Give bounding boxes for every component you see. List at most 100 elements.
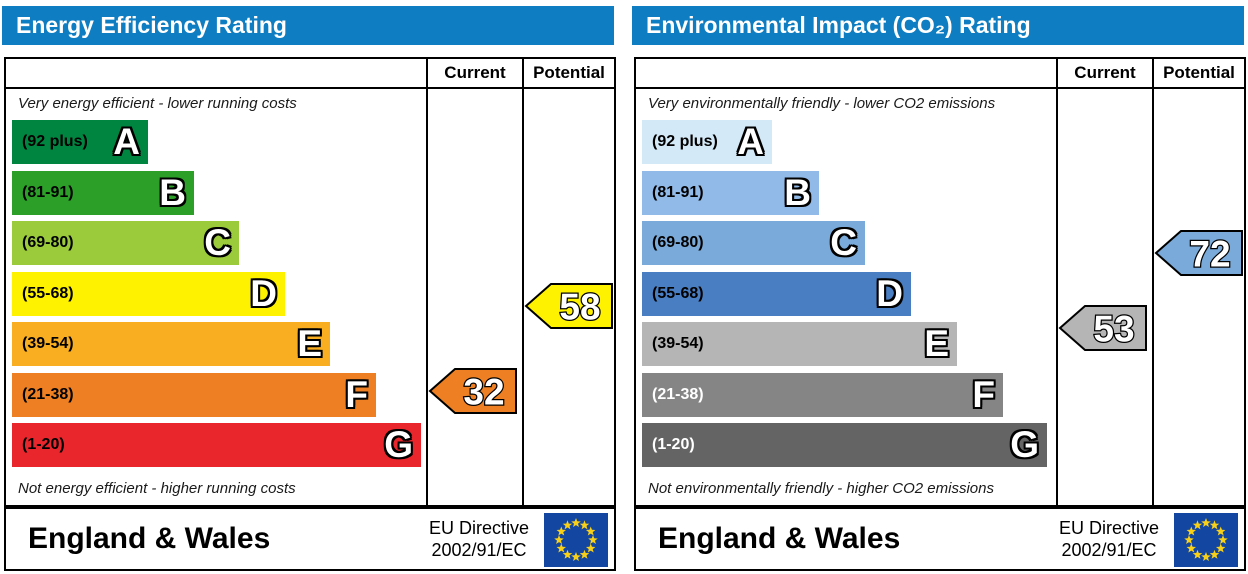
band-range-label: (92 plus): [652, 133, 718, 150]
bottom-note: Not energy efficient - higher running co…: [18, 480, 296, 497]
eu-flag-star: [1192, 549, 1203, 559]
potential-rating-arrow: 58: [524, 283, 613, 329]
band-range-label: (92 plus): [22, 133, 88, 150]
band-letter: D: [250, 273, 277, 314]
current-column-header: Current: [444, 63, 506, 82]
rating-band-b: (81-91) B: [642, 171, 819, 215]
top-note: Very environmentally friendly - lower CO…: [648, 95, 996, 112]
current-column-divider: [426, 59, 428, 505]
panel-title: Environmental Impact (CO₂) Rating: [632, 6, 1244, 45]
rating-band-e: (39-54) E: [12, 322, 330, 366]
band-range-label: (81-91): [22, 184, 74, 201]
eu-flag-star: [579, 549, 590, 559]
rating-band-b: (81-91) B: [12, 171, 194, 215]
band-range-label: (69-80): [652, 234, 704, 251]
band-letter: G: [1010, 424, 1039, 465]
eu-flag-star: [1215, 543, 1226, 553]
band-letter: G: [384, 424, 413, 465]
potential-arrow-shape: [1154, 230, 1243, 276]
rating-band-g: (1-20) G: [12, 423, 421, 467]
column-header-row: Current Potential: [636, 59, 1244, 89]
band-letter: F: [345, 374, 368, 415]
band-range-label: (1-20): [22, 436, 65, 453]
current-rating-value: 32: [463, 372, 504, 413]
band-range-label: (39-54): [22, 335, 74, 352]
eu-flag-star: [1192, 520, 1203, 530]
current-arrow-shape: [1058, 305, 1147, 351]
band-range-label: (21-38): [22, 386, 74, 403]
current-column-header: Current: [1074, 63, 1136, 82]
current-rating-arrow: 53: [1058, 305, 1147, 351]
eu-flag-star: [1186, 526, 1197, 536]
eu-flag-star: [554, 535, 564, 545]
eu-flag-star: [1209, 549, 1220, 559]
eu-flag-star: [556, 526, 567, 536]
band-letter: D: [876, 273, 903, 314]
potential-rating-value: 72: [1189, 234, 1230, 275]
eu-directive-line1: EU Directive: [428, 518, 530, 538]
eu-flag-star: [1201, 518, 1211, 528]
current-column-divider: [1056, 59, 1058, 505]
eu-flag-star: [579, 520, 590, 530]
eu-directive-label: EU Directive 2002/91/EC: [418, 517, 540, 561]
potential-rating-arrow: 72: [1154, 230, 1243, 276]
eu-flag-star: [1201, 552, 1211, 562]
environmental-impact-panel: Environmental Impact (CO₂) Rating Curren…: [630, 0, 1246, 574]
eu-flag-icon: [544, 513, 608, 567]
band-range-label: (81-91): [652, 184, 704, 201]
band-range-label: (1-20): [652, 436, 695, 453]
eu-flag-star: [1186, 543, 1197, 553]
eu-flag-star: [588, 535, 598, 545]
top-note: Very energy efficient - lower running co…: [18, 95, 297, 112]
current-rating-value: 53: [1093, 309, 1134, 350]
potential-column-header: Potential: [1163, 63, 1235, 82]
eu-flag-icon: [1174, 513, 1238, 567]
band-range-label: (21-38): [652, 386, 704, 403]
ratings-box: Current Potential Very energy efficient …: [4, 57, 616, 507]
band-letter: A: [113, 121, 140, 162]
potential-column-header: Potential: [533, 63, 605, 82]
rating-band-a: (92 plus) A: [12, 120, 148, 164]
rating-band-d: (55-68) D: [12, 272, 285, 316]
band-letter: E: [297, 323, 322, 364]
rating-band-f: (21-38) F: [642, 373, 1003, 417]
rating-band-a: (92 plus) A: [642, 120, 772, 164]
rating-band-c: (69-80) C: [12, 221, 239, 265]
band-letter: B: [159, 172, 186, 213]
band-letter: E: [924, 323, 949, 364]
region-label: England & Wales: [28, 522, 271, 555]
region-label: England & Wales: [658, 522, 901, 555]
band-letter: A: [737, 121, 764, 162]
current-arrow-shape: [428, 368, 517, 414]
eu-directive-line2: 2002/91/EC: [431, 540, 527, 560]
eu-flag-star: [585, 526, 596, 536]
eu-directive-label: EU Directive 2002/91/EC: [1048, 517, 1170, 561]
current-rating-arrow: 32: [428, 368, 517, 414]
band-letter: F: [972, 374, 995, 415]
eu-directive-line2: 2002/91/EC: [1061, 540, 1157, 560]
eu-flag-star: [1215, 526, 1226, 536]
band-letter: C: [204, 222, 231, 263]
panel-title: Energy Efficiency Rating: [2, 6, 614, 45]
eu-flag-star: [562, 520, 573, 530]
eu-directive-line1: EU Directive: [1058, 518, 1160, 538]
potential-arrow-shape: [524, 283, 613, 329]
ratings-box: Current Potential Very environmentally f…: [634, 57, 1246, 507]
rating-band-c: (69-80) C: [642, 221, 865, 265]
rating-band-g: (1-20) G: [642, 423, 1047, 467]
rating-band-d: (55-68) D: [642, 272, 911, 316]
rating-band-e: (39-54) E: [642, 322, 957, 366]
column-header-row: Current Potential: [6, 59, 614, 89]
energy-efficiency-panel: Energy Efficiency Rating Current Potenti…: [0, 0, 616, 574]
potential-rating-value: 58: [559, 287, 600, 328]
band-range-label: (69-80): [22, 234, 74, 251]
eu-flag-star: [556, 543, 567, 553]
band-range-label: (55-68): [22, 285, 74, 302]
eu-flag-star: [1218, 535, 1228, 545]
eu-flag-star: [562, 549, 573, 559]
band-letter: B: [784, 172, 811, 213]
footer-box: England & Wales EU Directive 2002/91/EC: [4, 507, 616, 571]
eu-flag-star: [1184, 535, 1194, 545]
eu-flag-star: [571, 518, 581, 528]
eu-flag-star: [1209, 520, 1220, 530]
